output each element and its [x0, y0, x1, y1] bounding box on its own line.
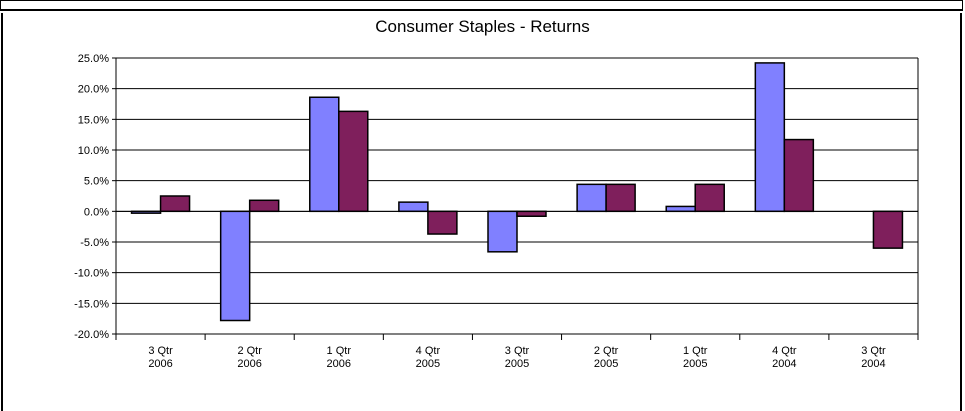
bar: [427, 210, 458, 235]
bar: [309, 96, 340, 213]
x-tick-label: 2005: [505, 358, 529, 370]
chart-title: Consumer Staples - Returns: [375, 17, 590, 36]
x-tick-label: 2005: [683, 358, 707, 370]
x-tick-label: 2004: [861, 358, 885, 370]
y-tick-label: 10.0%: [78, 145, 109, 157]
bar: [219, 210, 251, 322]
x-tick-label: 3 Qtr: [861, 345, 886, 357]
x-tick-label: 1 Qtr: [683, 345, 708, 357]
y-tick-label: 20.0%: [78, 84, 109, 96]
x-tick-label: 2005: [416, 358, 440, 370]
x-tick-label: 3 Qtr: [148, 345, 173, 357]
x-tick-label: 2005: [594, 358, 618, 370]
bar: [487, 210, 518, 253]
x-tick-label: 1 Qtr: [327, 345, 352, 357]
bar: [665, 205, 696, 213]
y-tick-label: 15.0%: [78, 114, 109, 126]
bar: [159, 195, 191, 213]
x-tick-label: 2006: [148, 358, 172, 370]
y-tick-label: -15.0%: [74, 298, 109, 310]
x-tick-label: 4 Qtr: [416, 345, 441, 357]
y-tick-label: -20.0%: [74, 329, 109, 341]
bar: [783, 138, 815, 213]
x-tick-label: 2006: [327, 358, 351, 370]
x-tick-label: 2 Qtr: [594, 345, 619, 357]
bar: [872, 210, 904, 249]
y-tick-label: 0.0%: [84, 206, 109, 218]
x-tick-label: 2004: [772, 358, 796, 370]
x-tick-label: 4 Qtr: [772, 345, 797, 357]
x-tick-label: 2006: [237, 358, 261, 370]
bar: [248, 199, 280, 213]
chart-frame: [1, 13, 962, 411]
y-tick-label: -10.0%: [74, 268, 109, 280]
bar: [576, 183, 607, 213]
x-tick-label: 2 Qtr: [237, 345, 262, 357]
bar: [754, 62, 786, 213]
y-tick-label: 5.0%: [84, 176, 109, 188]
bar: [516, 210, 547, 217]
bar: [605, 183, 636, 213]
top-frame: [0, 0, 963, 11]
bar: [694, 183, 725, 213]
y-tick-label: -5.0%: [80, 237, 109, 249]
y-tick-label: 25.0%: [78, 53, 109, 65]
x-tick-label: 3 Qtr: [505, 345, 530, 357]
bar: [398, 201, 429, 213]
bar: [338, 110, 369, 213]
